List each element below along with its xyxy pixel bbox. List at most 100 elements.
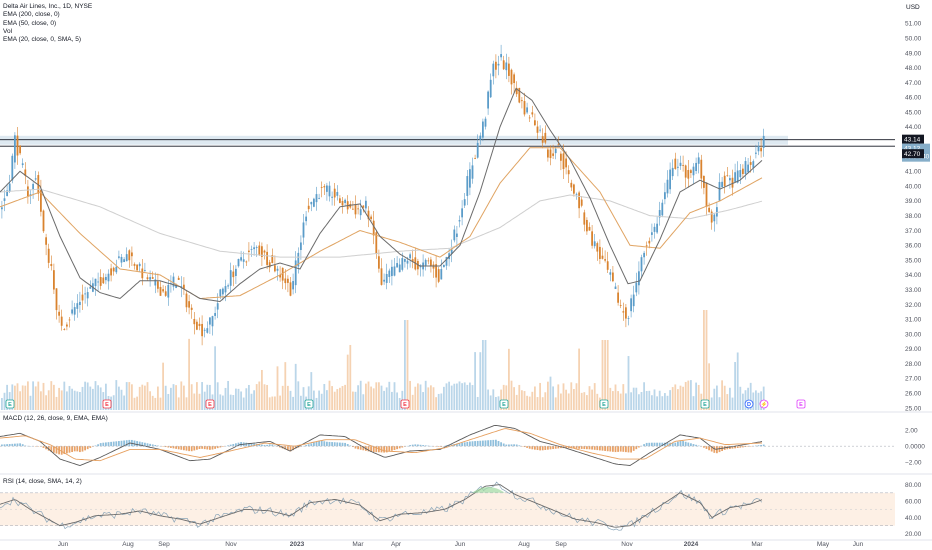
price-tag-low: 42.70	[904, 151, 921, 158]
price-tick-label: 26.00	[905, 391, 922, 398]
candle-body	[42, 210, 45, 232]
macd-legend[interactable]: MACD (12, 26, close, 9, EMA, EMA)	[3, 415, 108, 422]
legend-ema50[interactable]: EMA (50, close, 0)	[3, 19, 57, 27]
event-badge-label: E	[208, 402, 212, 408]
rsi-legend[interactable]: RSI (14, close, SMA, 14, 2)	[3, 478, 82, 485]
event-badge-label: E	[403, 402, 407, 408]
volume-bar	[461, 383, 463, 410]
volume-bar	[258, 381, 261, 410]
legend-ema20[interactable]: EMA (20, close, 0, SMA, 5)	[3, 36, 82, 44]
macd-histogram-bar	[479, 440, 482, 447]
candle-body	[562, 153, 565, 170]
volume-bar	[710, 397, 713, 410]
macd-tick-label: 0.0000	[905, 443, 925, 450]
macd-histogram-bar	[68, 446, 71, 453]
volume-bar	[526, 395, 528, 410]
candle-body	[575, 193, 578, 195]
time-tick-label: 2024	[684, 541, 699, 548]
legend-vol[interactable]: Vol	[3, 27, 13, 35]
macd-histogram-bar	[284, 446, 287, 450]
volume-bar	[445, 383, 448, 410]
candle-body	[232, 271, 235, 278]
volume-bar	[120, 389, 123, 410]
price-pane[interactable]: E E E E E E E E D ⚡ E	[0, 44, 895, 410]
event-badge-label: E	[703, 402, 707, 408]
volume-bar	[3, 392, 6, 410]
volume-bar	[661, 396, 664, 410]
volume-bar	[136, 396, 138, 410]
candle-body	[279, 274, 281, 278]
macd-histogram-bar	[144, 442, 146, 447]
macd-histogram-bar	[354, 446, 357, 449]
macd-pane[interactable]	[0, 424, 895, 466]
price-tick-label: 32.00	[905, 302, 922, 309]
candle-body	[357, 208, 359, 210]
volume-bar	[144, 385, 146, 410]
volume-bar	[263, 384, 266, 410]
macd-histogram-bar	[674, 442, 677, 447]
macd-histogram-bar	[757, 445, 760, 447]
candle-body	[73, 307, 76, 315]
price-tick-label: 48.00	[905, 65, 922, 72]
volume-bar	[242, 397, 245, 410]
volume-bar	[245, 388, 248, 410]
macd-histogram-bar	[508, 444, 510, 447]
volume-bar	[315, 397, 318, 410]
candle-body	[11, 155, 14, 181]
macd-histogram-bar	[71, 446, 73, 453]
macd-histogram-bar	[248, 443, 250, 447]
macd-histogram-bar	[120, 440, 123, 447]
rsi-pane[interactable]	[0, 481, 895, 531]
macd-histogram-bar	[154, 444, 157, 447]
candle-body	[671, 167, 674, 177]
price-tick-label: 33.00	[905, 287, 922, 294]
macd-histogram-bar	[53, 446, 55, 453]
volume-bar	[651, 395, 653, 410]
candle-body	[632, 294, 635, 307]
volume-bar	[466, 384, 469, 410]
volume-bar	[419, 384, 422, 410]
candle-body	[388, 270, 391, 277]
macd-histogram-bar	[547, 446, 549, 450]
volume-bar	[697, 384, 700, 410]
event-badge-Efuture: E	[796, 399, 806, 409]
macd-histogram-bar	[198, 446, 201, 450]
volume-bar	[138, 386, 141, 410]
macd-histogram-bar	[419, 444, 422, 447]
volume-bar	[162, 362, 164, 410]
candle-body	[141, 268, 144, 279]
macd-histogram-bar	[315, 441, 318, 447]
volume-bar	[201, 382, 203, 410]
volume-bar	[760, 391, 762, 410]
macd-histogram-bar	[133, 440, 136, 447]
volume-bar	[21, 385, 24, 410]
macd-histogram-bar	[528, 446, 531, 449]
candle-body	[653, 226, 656, 232]
macd-histogram-bar	[552, 446, 554, 450]
volume-bar	[580, 392, 583, 410]
candle-body	[612, 272, 614, 282]
event-badge-label: E	[799, 402, 803, 408]
macd-histogram-bar	[705, 446, 708, 449]
macd-histogram-bar	[664, 442, 666, 447]
event-badge-E: E	[102, 399, 112, 409]
symbol-title[interactable]: Delta Air Lines, Inc., 1D, NYSE	[3, 3, 93, 10]
macd-histogram-bar	[651, 442, 653, 447]
candle-body	[211, 316, 214, 327]
macd-histogram-bar	[125, 440, 128, 447]
volume-bar	[79, 392, 81, 410]
macd-histogram-bar	[656, 442, 658, 447]
volume-bar	[289, 390, 292, 410]
volume-bar	[630, 392, 632, 410]
volume-bar	[81, 386, 84, 410]
candle-body	[307, 205, 310, 210]
candle-body	[227, 285, 229, 287]
candle-body	[242, 259, 245, 262]
macd-histogram-bar	[401, 446, 404, 448]
volume-bar	[157, 386, 159, 410]
candle-body	[198, 323, 201, 327]
candle-body	[193, 318, 196, 325]
macd-histogram-bar	[209, 446, 211, 450]
legend-ema200[interactable]: EMA (200, close, 0)	[3, 11, 60, 19]
